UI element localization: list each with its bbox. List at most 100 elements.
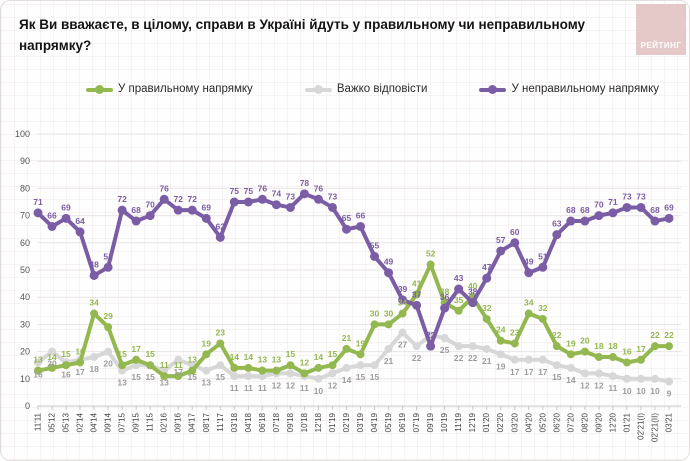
data-point-label: 21 (342, 333, 352, 343)
data-point-label: 15 (61, 349, 71, 359)
data-point (47, 221, 57, 231)
x-axis-tick-label: 09'19 (426, 412, 435, 432)
y-axis-tick-label: 30 (20, 319, 30, 329)
data-point (426, 260, 435, 269)
data-point (496, 336, 505, 345)
data-point-label: 12 (580, 380, 590, 390)
data-point (89, 270, 99, 280)
data-point-label: 15 (216, 372, 226, 382)
data-point (665, 377, 673, 386)
data-point (299, 189, 309, 199)
data-point (356, 350, 365, 359)
data-point-label: 13 (258, 355, 268, 365)
data-point-label: 19 (202, 338, 212, 348)
data-point (538, 262, 548, 272)
data-point-label: 34 (524, 298, 534, 308)
data-point-label: 14 (47, 352, 57, 362)
data-point (426, 341, 436, 351)
x-axis-tick-label: 05'12 (48, 412, 57, 432)
data-point-label: 17 (538, 367, 548, 377)
data-point (244, 372, 253, 381)
data-point (271, 200, 281, 210)
data-point (398, 309, 407, 318)
data-point-label: 21 (384, 356, 394, 366)
x-axis-tick-label: 10'18 (300, 412, 309, 432)
data-point (48, 347, 57, 356)
x-axis-tick-label: 05'19 (384, 412, 393, 432)
data-point (538, 314, 547, 323)
data-point (132, 355, 141, 364)
data-point-label: 15 (328, 349, 338, 359)
data-point (300, 369, 309, 378)
x-axis-tick-label: 11'15 (146, 412, 155, 431)
data-point-label: 68 (650, 205, 660, 215)
x-axis-tick-label: 10'19 (440, 412, 449, 432)
data-point-label: 17 (524, 367, 534, 377)
data-point (286, 361, 295, 370)
data-point (90, 309, 99, 318)
x-axis-tick-label: 12'20 (608, 412, 617, 432)
data-point-label: 12 (328, 380, 338, 390)
data-point (552, 342, 561, 351)
data-point (412, 342, 421, 351)
data-point (580, 347, 589, 356)
data-point-label: 10 (622, 386, 632, 396)
data-point (328, 361, 337, 370)
x-axis-tick-label: 06'20 (552, 412, 561, 432)
series-line (36, 330, 671, 384)
data-point (580, 369, 589, 378)
data-point-label: 36 (440, 292, 450, 302)
chart-legend: У правильному напрямку Важко відповісти … (1, 83, 689, 95)
data-point (510, 355, 519, 364)
x-axis-tick-label: 05'13 (62, 412, 71, 432)
data-point (664, 213, 674, 223)
data-point (131, 216, 141, 226)
legend-label: У неправильному напрямку (511, 83, 659, 95)
data-point-label: 73 (328, 191, 338, 201)
data-point-label: 35 (454, 295, 464, 305)
data-point-label: 39 (398, 284, 408, 294)
x-axis-tick-label: 04'14 (90, 412, 99, 432)
data-point (440, 303, 450, 313)
data-point (608, 353, 617, 362)
data-point-label: 11 (174, 360, 183, 370)
data-point-label: 24 (496, 325, 506, 335)
y-axis-tick-label: 70 (20, 211, 30, 221)
data-point-label: 38 (468, 287, 478, 297)
data-point-label: 76 (258, 183, 268, 193)
data-point-label: 69 (202, 202, 212, 212)
data-point (173, 205, 183, 215)
x-axis-tick-label: 11'19 (454, 412, 463, 431)
data-point (636, 355, 645, 364)
data-point-label: 14 (566, 375, 576, 385)
data-point (370, 251, 380, 261)
data-point (608, 208, 618, 218)
data-point (622, 374, 631, 383)
x-axis-tick-label: 03'21 (665, 412, 674, 432)
data-point-label: 47 (482, 262, 492, 272)
data-point (244, 363, 253, 372)
data-point (202, 366, 211, 375)
x-axis-tick-label: 12'19 (468, 412, 477, 432)
data-point (468, 342, 477, 351)
data-point (174, 372, 183, 381)
x-axis-tick-label: 09'20 (594, 412, 603, 432)
series-line (36, 262, 671, 379)
data-point-label: 40 (468, 281, 478, 291)
data-point (524, 355, 533, 364)
data-point (174, 355, 183, 364)
data-point-label: 32 (482, 303, 492, 313)
data-point-label: 57 (496, 235, 506, 245)
data-point (496, 350, 505, 359)
data-point-label: 18 (89, 364, 99, 374)
data-point-label: 13 (188, 355, 198, 365)
data-point-label: 68 (566, 205, 576, 215)
data-point (594, 369, 603, 378)
data-point (146, 361, 155, 370)
y-axis-tick-label: 50 (20, 265, 30, 275)
data-point-label: 55 (370, 240, 380, 250)
data-point (384, 344, 393, 353)
data-point-label: 76 (314, 183, 324, 193)
data-point-label: 22 (468, 353, 478, 363)
data-point-label: 22 (650, 330, 660, 340)
